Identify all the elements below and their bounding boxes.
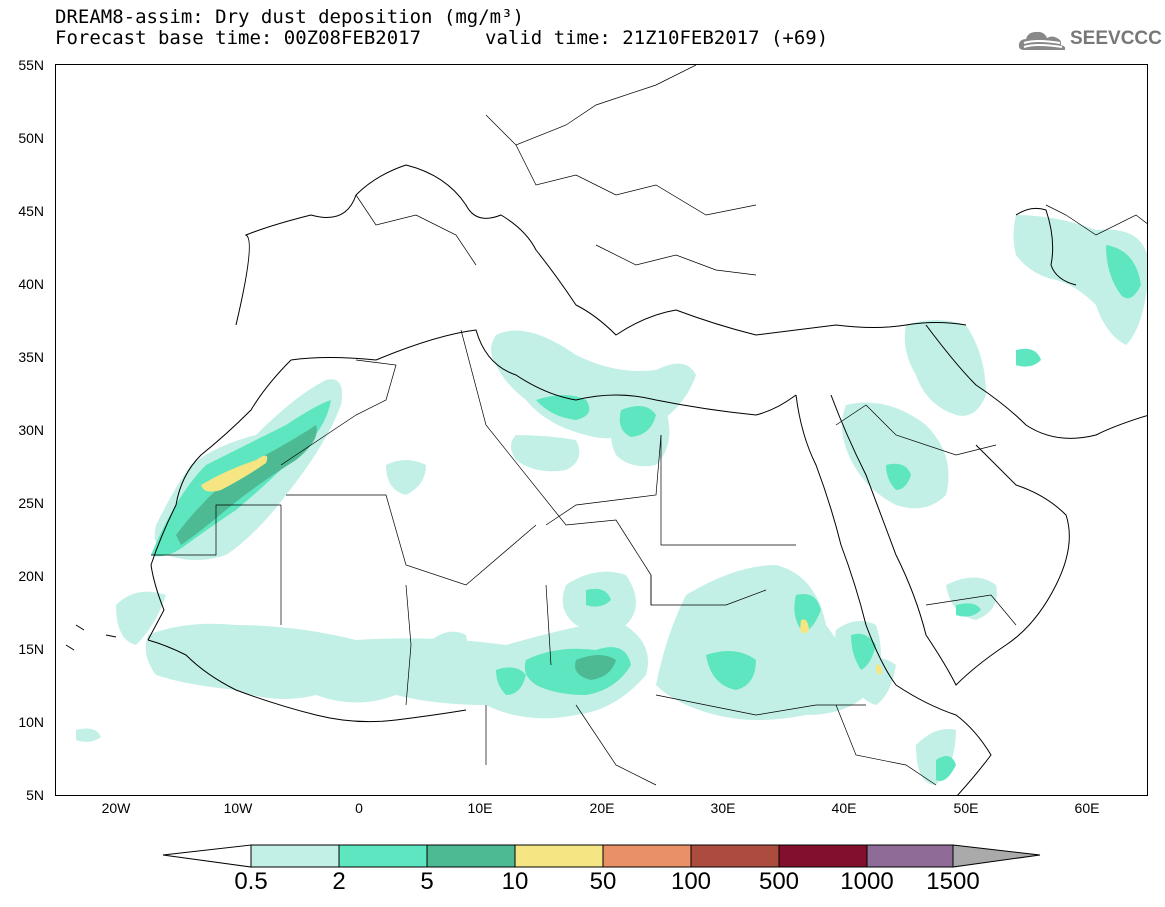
colorbar-left-arrow: [162, 844, 252, 868]
colorbar-segment: [866, 844, 954, 868]
colorbar-segment: [338, 844, 428, 868]
lon-label: 20W: [101, 800, 131, 816]
lon-label: 60E: [1074, 800, 1100, 816]
colorbar: [162, 844, 1041, 868]
colorbar-segment: [602, 844, 692, 868]
lat-label: 15N: [18, 641, 44, 657]
colorbar-label: 2: [332, 868, 346, 895]
lon-label: 10W: [223, 800, 253, 816]
lat-label: 50N: [18, 130, 44, 146]
colorbar-label: 500: [758, 868, 800, 895]
lat-label: 30N: [18, 422, 44, 438]
map-panel: [55, 64, 1148, 796]
lon-label: 50E: [953, 800, 979, 816]
lat-label: 5N: [26, 787, 44, 803]
colorbar-segment: [514, 844, 604, 868]
lon-label: 0: [355, 800, 363, 816]
colorbar-label: 1500: [926, 868, 980, 895]
colorbar-segment: [690, 844, 780, 868]
colorbar-label: 100: [670, 868, 712, 895]
colorbar-right-arrow: [952, 844, 1041, 868]
logo-text: SEEVCCC: [1070, 28, 1162, 49]
lat-label: 35N: [18, 349, 44, 365]
lat-label: 25N: [18, 495, 44, 511]
colorbar-label: 0.5: [234, 868, 268, 895]
lon-label: 30E: [710, 800, 736, 816]
lon-label: 10E: [467, 800, 493, 816]
dust-shading-medium: [151, 245, 1141, 781]
valid-time: valid time: 21Z10FEB2017 (+69): [485, 27, 829, 49]
coastlines: [65, 164, 1147, 795]
cloud-logo-icon: [1018, 31, 1066, 50]
colorbar-segment: [778, 844, 868, 868]
colorbar-label: 5: [420, 868, 434, 895]
lon-label: 40E: [831, 800, 857, 816]
lat-label: 55N: [18, 57, 44, 73]
colorbar-segment: [426, 844, 516, 868]
dust-shading-high: [176, 425, 616, 680]
forecast-base-time: Forecast base time: 00Z08FEB2017: [55, 27, 422, 49]
colorbar-label: 10: [501, 868, 529, 895]
colorbar-segment: [250, 844, 340, 868]
lat-label: 20N: [18, 568, 44, 584]
dust-shading-very-high: [201, 455, 882, 675]
lon-label: 20E: [589, 800, 615, 816]
lat-label: 40N: [18, 276, 44, 292]
map-title: DREAM8-assim: Dry dust deposition (mg/m³…: [55, 6, 524, 28]
lat-label: 10N: [18, 714, 44, 730]
dust-deposition-map: [65, 65, 1147, 795]
country-borders: [151, 65, 1147, 786]
colorbar-label: 1000: [840, 868, 894, 895]
colorbar-label: 50: [589, 868, 617, 895]
lat-label: 45N: [18, 203, 44, 219]
